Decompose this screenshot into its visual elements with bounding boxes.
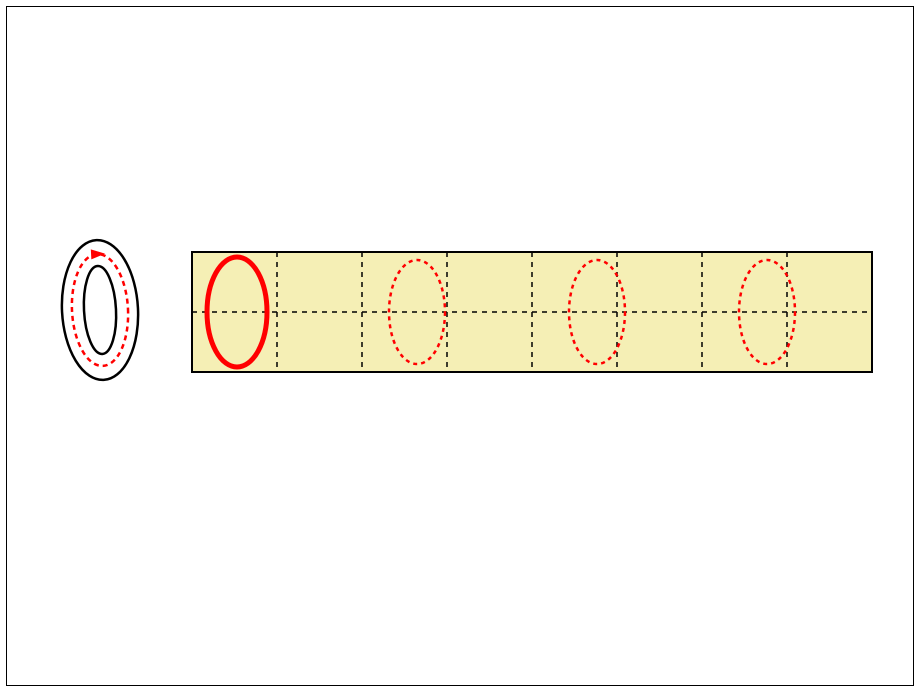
exemplar-rotating-ellipse — [52, 230, 148, 390]
practice-grid-box — [190, 250, 874, 374]
